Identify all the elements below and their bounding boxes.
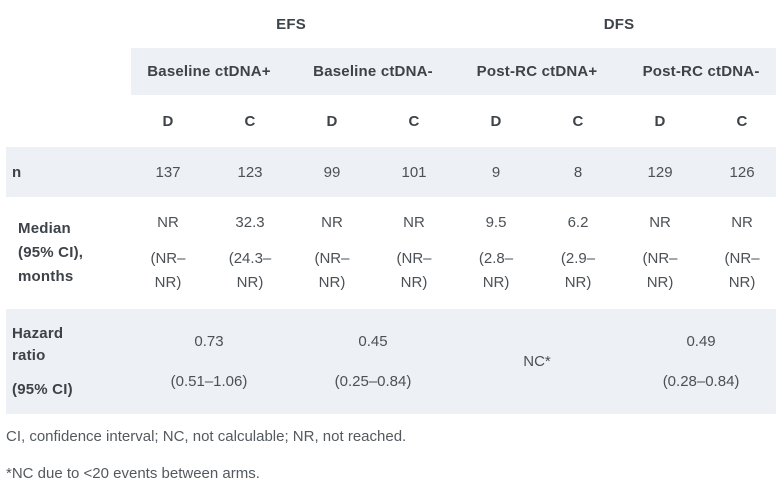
group-header-baseline-ctdna-negative: Baseline ctDNA-	[291, 48, 456, 95]
section-header-efs: EFS	[276, 15, 306, 33]
arm-header-d: D	[326, 112, 338, 130]
arm-header-c: C	[244, 112, 256, 130]
hazard-ratio-row: Hazard ratio (95% CI) 0.73 (0.51–1.06) 0…	[0, 309, 784, 414]
arm-header-c: C	[408, 112, 420, 130]
median-cell: NR (NR– NR)	[127, 197, 209, 309]
n-value: 101	[373, 147, 456, 197]
table-footnotes: CI, confidence interval; NC, not calcula…	[6, 428, 784, 483]
median-cell: NR (NR– NR)	[619, 197, 701, 309]
median-ci: (2.9– NR)	[560, 250, 596, 291]
n-value: 137	[127, 147, 209, 197]
median-cell: 9.5 (2.8– NR)	[455, 197, 537, 309]
group-header-row: Baseline ctDNA+ Baseline ctDNA- Post-RC …	[0, 48, 784, 95]
hazard-cell-baseline-ctdna-positive: 0.73 (0.51–1.06)	[127, 309, 291, 414]
n-value: 99	[291, 147, 373, 197]
group-header-postrc-ctdna-positive: Post-RC ctDNA+	[455, 48, 620, 95]
hazard-ci: (0.51–1.06)	[170, 372, 248, 390]
row-label-hazard-ratio: Hazard ratio (95% CI)	[0, 309, 127, 414]
arm-header-d: D	[162, 112, 174, 130]
hazard-ci: (0.28–0.84)	[662, 372, 740, 390]
median-ci: (NR– NR)	[724, 250, 760, 291]
efs-dfs-results-table: EFS DFS Baseline ctDNA+ Baseline ctDNA- …	[0, 0, 784, 414]
corner-spacer	[0, 0, 127, 48]
median-cell: NR (NR– NR)	[373, 197, 455, 309]
row-label-n: n	[0, 147, 127, 197]
n-row: n 137 123 99 101 9 8 129 126	[0, 147, 784, 197]
arm-header-d: D	[490, 112, 502, 130]
arm-header-c: C	[572, 112, 584, 130]
group-header-postrc-ctdna-negative: Post-RC ctDNA-	[619, 48, 784, 95]
abbreviations-footnote: CI, confidence interval; NC, not calcula…	[6, 428, 407, 445]
n-value: 129	[619, 147, 702, 197]
nc-definition-footnote: *NC due to <20 events between arms.	[6, 465, 260, 482]
median-cell: 6.2 (2.9– NR)	[537, 197, 619, 309]
row-label-median: Median (95% CI), months	[0, 197, 127, 309]
section-header-dfs: DFS	[603, 15, 635, 33]
median-ci: (NR– NR)	[314, 250, 350, 291]
median-cell: 32.3 (24.3– NR)	[209, 197, 291, 309]
section-header-row: EFS DFS	[0, 0, 783, 48]
median-ci: (NR– NR)	[642, 250, 678, 291]
group-row-spacer	[0, 48, 127, 95]
hazard-cell-baseline-ctdna-negative: 0.45 (0.25–0.84)	[291, 309, 456, 414]
hazard-cell-postrc-ctdna-positive: NC*	[455, 309, 620, 414]
median-row: Median (95% CI), months NR (NR– NR) 32.3…	[0, 197, 783, 309]
median-cell: NR (NR– NR)	[701, 197, 783, 309]
median-ci: (24.3– NR)	[228, 250, 272, 291]
median-row-label: Median (95% CI), months	[18, 220, 84, 285]
group-header-baseline-ctdna-positive: Baseline ctDNA+	[127, 48, 291, 95]
n-value: 9	[455, 147, 538, 197]
n-value: 126	[701, 147, 784, 197]
median-ci: (NR– NR)	[150, 250, 186, 291]
arm-header-d: D	[654, 112, 666, 130]
arm-header-c: C	[736, 112, 748, 130]
arm-row-spacer	[0, 95, 127, 147]
median-cell: NR (NR– NR)	[291, 197, 373, 309]
hazard-ci: (0.25–0.84)	[334, 372, 412, 390]
n-value: 8	[537, 147, 620, 197]
median-ci: (2.8– NR)	[478, 250, 514, 291]
n-value: 123	[209, 147, 291, 197]
median-ci: (NR– NR)	[396, 250, 432, 291]
hazard-cell-postrc-ctdna-negative: 0.49 (0.28–0.84)	[619, 309, 784, 414]
arm-header-row: D C D C D C D C	[0, 95, 783, 147]
